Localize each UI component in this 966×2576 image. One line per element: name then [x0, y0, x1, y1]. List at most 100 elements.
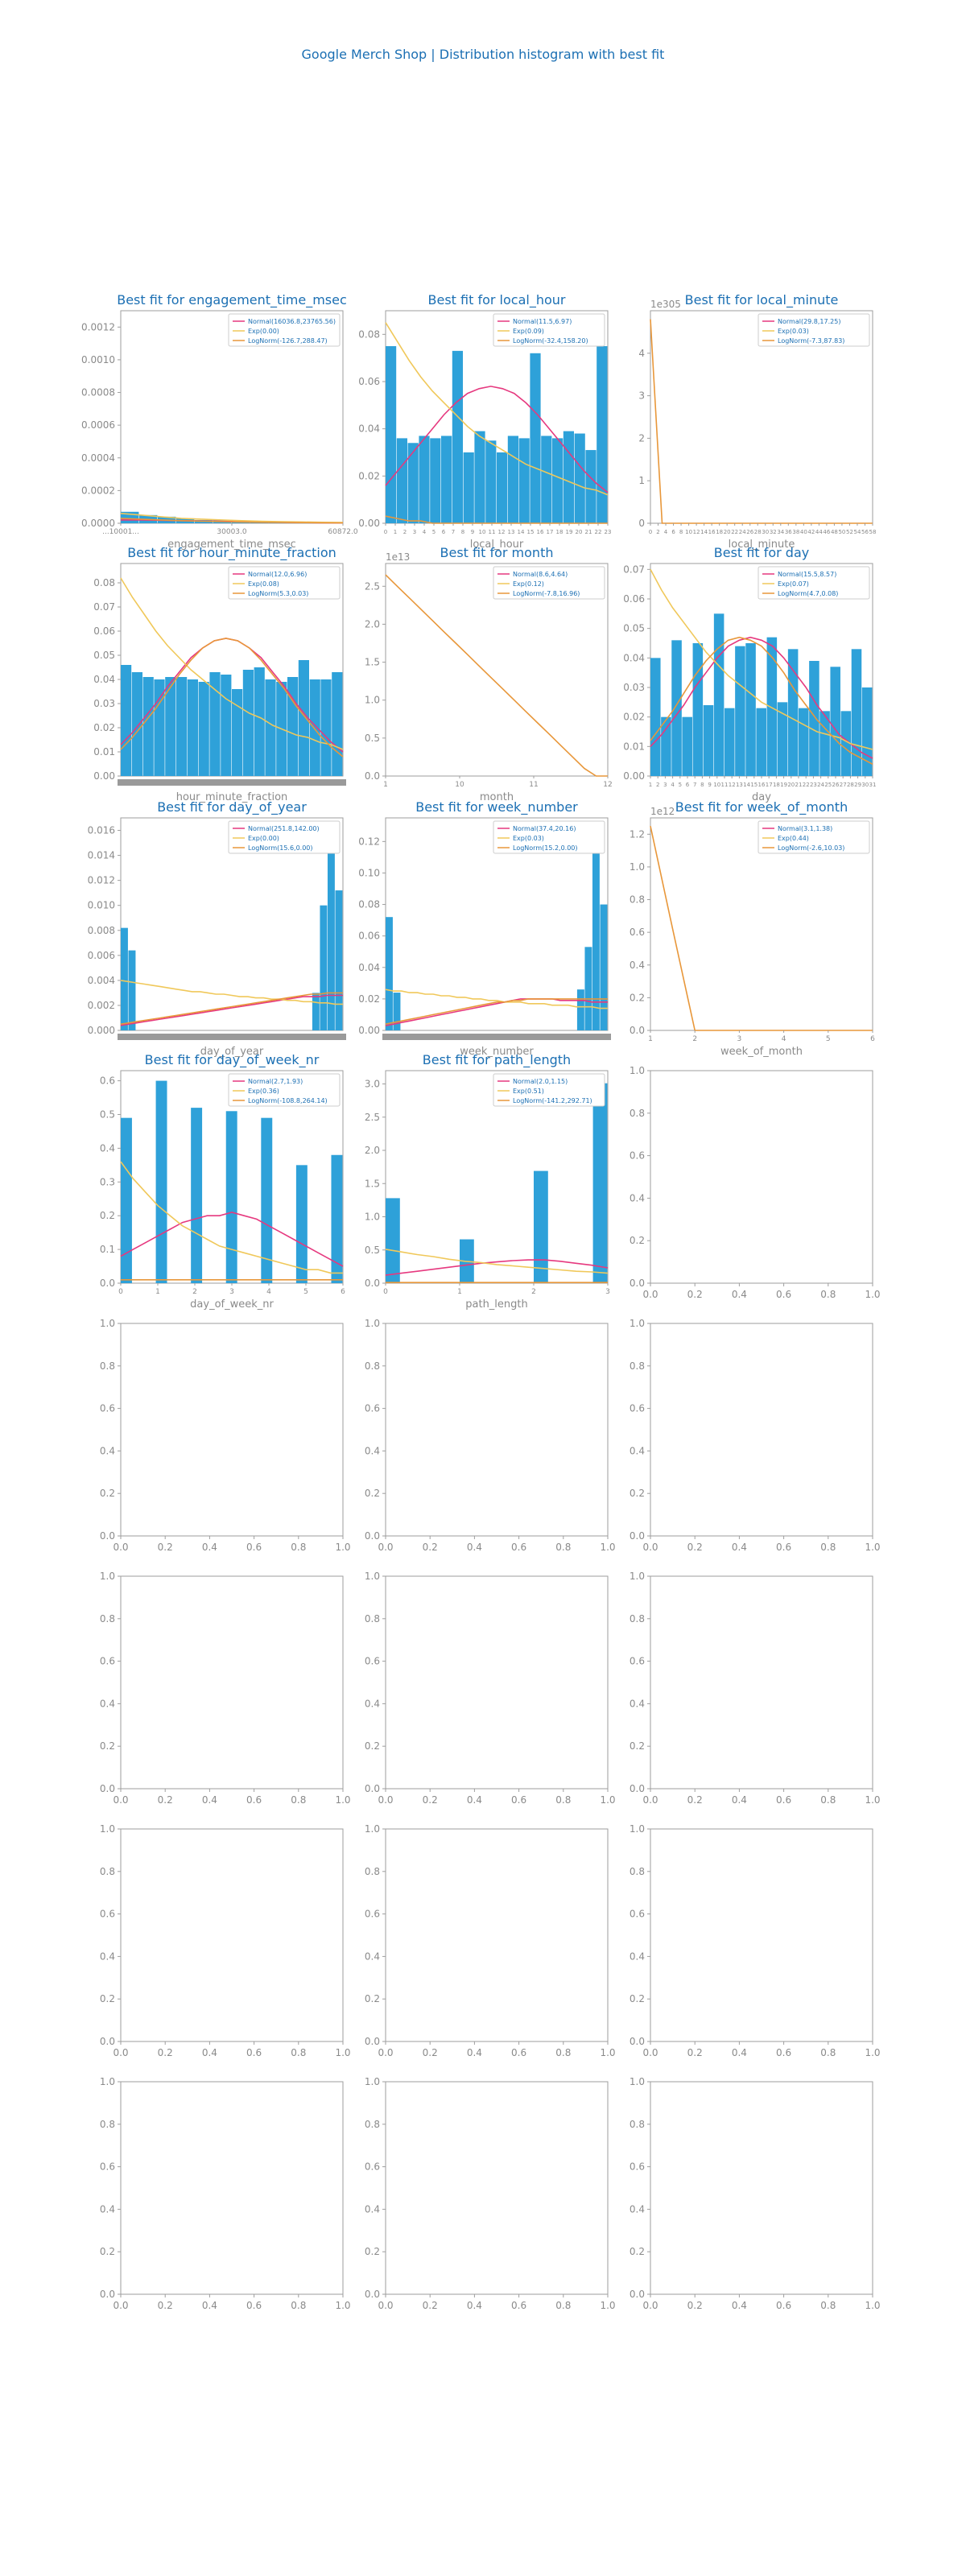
normal-fit-line	[385, 1259, 609, 1276]
y-tick-label: 0.07	[93, 601, 115, 613]
y-tick-label: 0.8	[100, 2119, 115, 2130]
y-tick-label: 0.08	[358, 899, 380, 910]
x-tick-label: 16	[758, 782, 766, 788]
y-tick-label: 0.2	[630, 2246, 645, 2257]
y-tick-label: 3.0	[365, 1079, 380, 1090]
x-tick-label: 0.4	[467, 1542, 482, 1553]
x-tick-label: 0.0	[642, 1794, 658, 1806]
y-tick-label: 1.0	[630, 2076, 645, 2087]
chart-title: Best fit for local_hour	[428, 292, 566, 308]
exp-fit-line	[385, 322, 609, 496]
y-tick-label: 1.0	[100, 1823, 115, 1835]
y-tick-label: 0.03	[93, 698, 115, 709]
y-tick-label: 0.0	[630, 1278, 645, 1289]
x-tick-label: 0.8	[555, 2300, 571, 2311]
chart-panel-5: Best fit for day 0.00 0.01 0.02 0.03 0.04 0.05…	[623, 545, 876, 803]
y-tick-label: 0.6	[365, 2161, 380, 2173]
y-tick-label: 0.0	[365, 1530, 380, 1542]
x-tick-label: 2	[403, 529, 407, 535]
x-tick-label: 0.8	[820, 2047, 836, 2058]
axes-frame	[385, 1828, 609, 2042]
y-tick-label: 0.4	[100, 1951, 115, 1962]
legend-entry: Exp(0.03)	[778, 328, 809, 335]
x-tick-label: 1.0	[600, 1794, 615, 1806]
axes-frame	[120, 817, 344, 1031]
x-tick-label: 0.8	[820, 1794, 836, 1806]
chart-panel-7: Best fit for week_number 0.00 0.02 0.04 0.06…	[358, 799, 611, 1058]
x-tick-label: 56	[861, 529, 869, 535]
x-tick-label: 0.2	[687, 1794, 703, 1806]
x-tick-label: 0.4	[202, 2047, 217, 2058]
y-tick-label: 0.2	[100, 2246, 115, 2257]
histogram-bar	[165, 677, 176, 776]
y-tick-label: 2.5	[365, 1112, 380, 1123]
histogram-bar	[592, 827, 600, 1030]
x-tick-label: 6	[341, 1288, 345, 1296]
x-tick-label: 16	[708, 529, 716, 535]
y-tick-label: 0.8	[630, 1360, 645, 1372]
histogram-bar	[386, 917, 393, 1030]
axes-frame	[385, 1323, 609, 1537]
x-tick-label: 34	[777, 529, 784, 535]
histogram-bar	[585, 450, 597, 523]
y-tick-label: 0.0006	[81, 419, 115, 431]
y-tick-label: 0.4	[630, 1951, 645, 1962]
y-tick-label: 0.6	[365, 1403, 380, 1414]
histogram-bar	[332, 672, 343, 776]
histogram-bar	[703, 705, 714, 776]
histogram-bar	[809, 661, 819, 776]
page-title: Google Merch Shop | Distribution histogr…	[301, 47, 665, 62]
x-tick-label: 52	[846, 529, 853, 535]
x-tick-label: 0.6	[246, 1542, 262, 1553]
chart-panel-10: Best fit for path_length 0.0 0.5 1.0 1.5 2.0 2…	[365, 1052, 610, 1311]
x-tick-label: 27	[840, 782, 847, 788]
y-tick-label: 0.2	[630, 1993, 645, 2004]
histogram-bar	[309, 679, 320, 776]
lognorm-fit-line	[120, 518, 344, 524]
y-tick-label: 0.07	[623, 564, 645, 575]
y-tick-label: 0.04	[358, 423, 380, 435]
x-tick-label: 8	[700, 782, 704, 788]
histogram-bar	[745, 643, 756, 776]
x-tick-label: 3	[737, 1035, 742, 1043]
legend-entry: Normal(3.1,1.38)	[778, 825, 832, 832]
x-tick-label: 3	[663, 782, 667, 788]
axes-frame	[385, 563, 609, 777]
legend-entry: Normal(29.8,17.25)	[778, 318, 840, 325]
legend-box	[228, 313, 341, 347]
legend-entry: Exp(0.03)	[513, 835, 544, 842]
x-axis-label: week_number	[460, 1046, 534, 1058]
x-tick-label: 3	[605, 1288, 610, 1296]
lognorm-fit-line	[650, 826, 873, 1031]
y-tick-label: 0.02	[358, 993, 380, 1005]
histogram-bar	[724, 708, 735, 776]
x-tick-label: 30	[861, 782, 869, 788]
y-tick-label: 0.016	[88, 825, 115, 836]
x-tick-label: 26	[832, 782, 840, 788]
y-tick-label: 0.8	[630, 2119, 645, 2130]
lognorm-fit-line	[120, 992, 343, 1025]
y-tick-label: 1.0	[365, 1212, 380, 1223]
y-tick-label: 0.08	[93, 577, 115, 588]
x-tick-label: 50	[838, 529, 845, 535]
exp-fit-line	[120, 980, 343, 1005]
x-axis-label: day_of_year	[200, 1046, 264, 1058]
x-tick-label: 44	[815, 529, 823, 535]
empty-panel-0: 0.0 0.2 0.4 0.6 0.8 1.0 0.0 0.2 0.4 0.6 0.8 1.0	[630, 1065, 881, 1300]
x-tick-label: 0.8	[555, 1542, 571, 1553]
x-tick-label-overlap	[382, 1034, 611, 1040]
x-tick-label: 0.2	[158, 2300, 173, 2311]
x-tick-label: 1.0	[335, 2047, 350, 2058]
lognorm-fit-line	[385, 574, 608, 777]
legend-entry: LogNorm(-7.3,87.83)	[778, 337, 844, 345]
x-tick-label: 0	[384, 529, 387, 535]
histogram-bar	[507, 436, 518, 523]
y-tick-label: 0.04	[623, 652, 645, 663]
x-tick-label: 20	[787, 782, 795, 788]
y-tick-label: 0.0	[100, 1530, 115, 1542]
histogram-bar	[787, 649, 799, 776]
x-tick-label: 28	[754, 529, 762, 535]
y-tick-label: 0.8	[365, 1866, 380, 1877]
x-tick-label: 1.0	[600, 2300, 615, 2311]
x-tick-label: 58	[869, 529, 877, 535]
